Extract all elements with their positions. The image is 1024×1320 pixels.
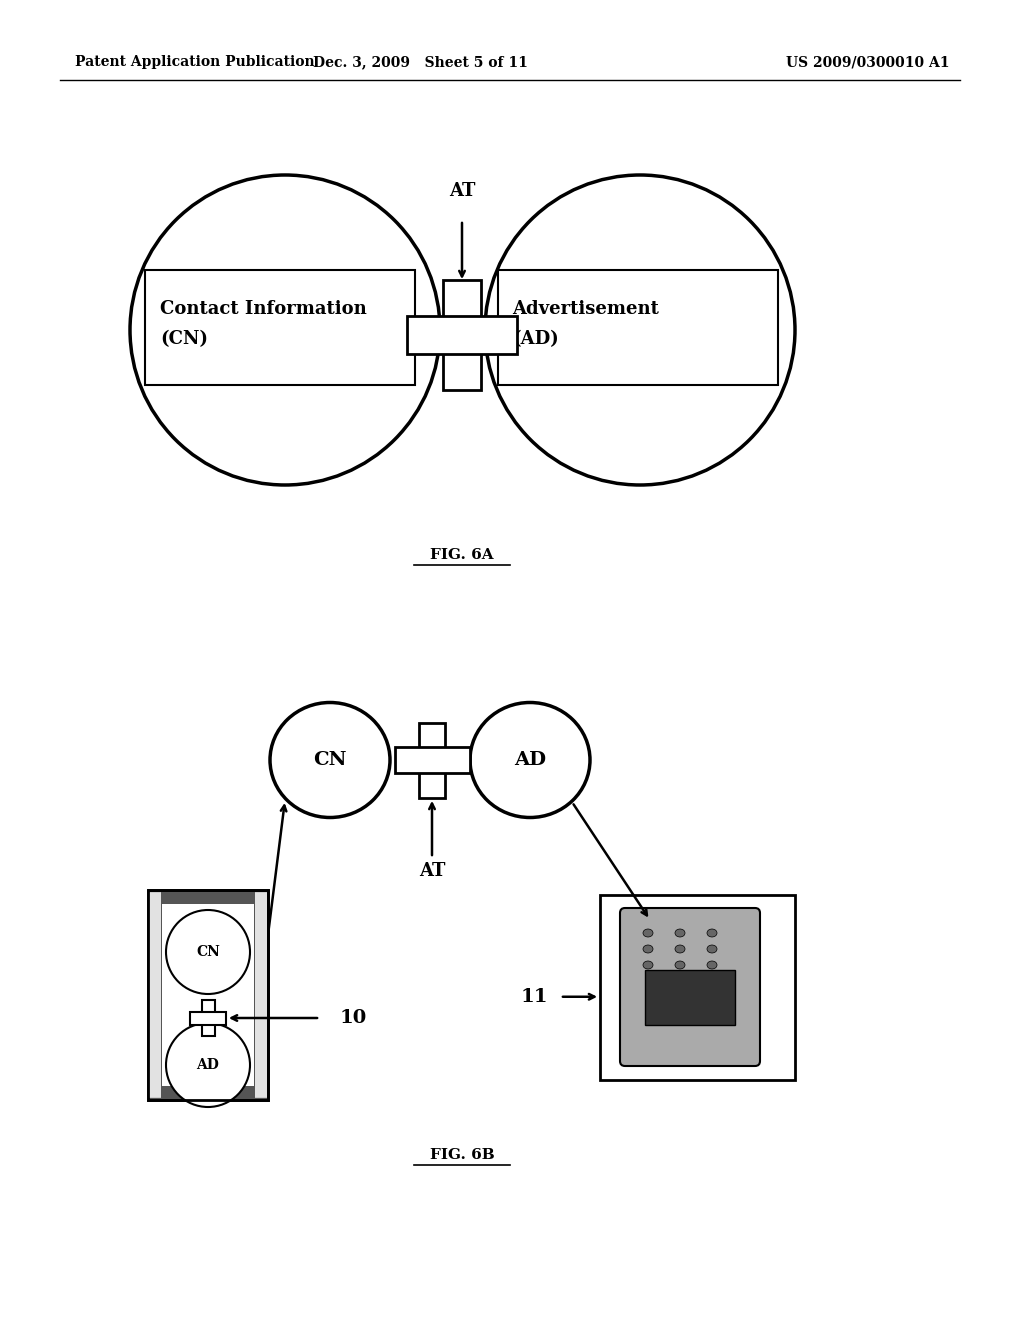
Text: CN: CN [313,751,347,770]
Bar [419,722,445,797]
Bar [190,1011,226,1024]
Ellipse shape [643,945,653,953]
Bar [443,280,481,389]
Ellipse shape [270,702,390,817]
Text: FIG. 6B: FIG. 6B [430,1148,495,1162]
Ellipse shape [707,929,717,937]
Text: 10: 10 [340,1008,368,1027]
Text: FIG. 6A: FIG. 6A [430,548,494,562]
Bar [162,904,254,1086]
Text: AD: AD [514,751,546,770]
Ellipse shape [166,909,250,994]
Bar [394,747,469,774]
Ellipse shape [675,961,685,969]
Ellipse shape [707,945,717,953]
Ellipse shape [643,929,653,937]
Ellipse shape [485,176,795,484]
Bar [145,271,415,385]
Text: CN: CN [196,945,220,960]
Text: Dec. 3, 2009   Sheet 5 of 11: Dec. 3, 2009 Sheet 5 of 11 [312,55,527,69]
Bar [498,271,778,385]
Ellipse shape [130,176,440,484]
Ellipse shape [166,1023,250,1107]
Bar [148,890,268,1100]
Text: AT: AT [419,862,445,880]
Text: Patent Application Publication: Patent Application Publication [75,55,314,69]
Bar [645,970,735,1026]
Bar [407,315,517,354]
Ellipse shape [675,929,685,937]
Text: AT: AT [449,182,475,201]
Bar [202,1001,214,1036]
Ellipse shape [643,961,653,969]
Text: 11: 11 [520,987,548,1006]
Text: Advertisement: Advertisement [512,300,658,318]
Text: (CN): (CN) [160,330,208,348]
Ellipse shape [470,702,590,817]
Text: (AD): (AD) [512,330,559,348]
Bar [600,895,795,1080]
Bar [148,890,268,1100]
Ellipse shape [707,961,717,969]
FancyBboxPatch shape [620,908,760,1067]
Text: Contact Information: Contact Information [160,300,367,318]
Text: AD: AD [197,1059,219,1072]
Text: US 2009/0300010 A1: US 2009/0300010 A1 [786,55,950,69]
Ellipse shape [675,945,685,953]
